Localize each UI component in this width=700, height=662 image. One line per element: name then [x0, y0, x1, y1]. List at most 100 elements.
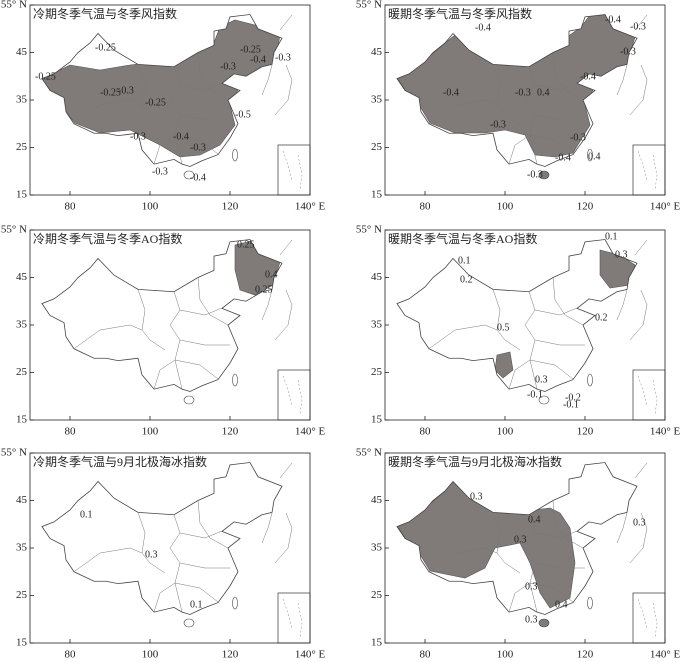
taiwan	[232, 373, 238, 387]
province-border	[73, 99, 143, 124]
contour-label: -0.4	[580, 71, 596, 82]
contour-label: -0.3	[220, 61, 236, 72]
province-border	[197, 500, 229, 549]
inset-coast	[282, 150, 303, 191]
contour-label: -0.4	[605, 14, 621, 25]
south-sea-inset	[277, 144, 311, 196]
lon-tick-label: 80	[420, 649, 432, 661]
contour-label: -0.3	[130, 131, 146, 142]
south-sea-inset	[632, 144, 666, 196]
contour-label: 0.5	[497, 322, 510, 333]
panel-title: 冷期冬季气温与9月北极海冰指数	[33, 454, 207, 469]
shaded-region	[494, 249, 636, 379]
province-border	[534, 307, 578, 316]
map-panel: 暖期冬季气温与9月北极海冰指数0.30.30.40.30.30.40.355° …	[356, 447, 681, 661]
panel-title: 冷期冬季气温与冬季风指数	[33, 6, 177, 21]
province-border	[534, 114, 585, 121]
province-border	[524, 66, 538, 165]
significant-area	[42, 19, 281, 158]
china-border	[396, 14, 638, 167]
significant-area	[397, 14, 636, 158]
province-border	[508, 359, 574, 390]
lon-tick-label: 80	[65, 426, 77, 438]
contour-label: 0.3	[514, 534, 527, 545]
contour-label: -0.1	[527, 389, 543, 400]
lat-tick-label: 25	[371, 366, 383, 378]
contour-label: -0.3	[527, 169, 543, 180]
province-border	[137, 289, 166, 351]
contour-label: -0.5	[235, 109, 251, 120]
contour-label: -0.2	[565, 392, 581, 403]
hainan	[183, 618, 195, 628]
south-sea-inset	[277, 592, 311, 644]
lat-tick-label: 55° N	[1, 224, 27, 236]
lon-tick-label: 140° E	[295, 426, 326, 438]
lat-tick-label: 25	[16, 141, 28, 153]
contour-label: -0.25	[145, 97, 166, 108]
contour-label: -0.3	[490, 119, 506, 130]
lat-tick-label: 55° N	[356, 447, 382, 459]
province-border	[552, 500, 584, 549]
province-border	[179, 339, 230, 346]
province-border	[169, 514, 183, 613]
contour-label: -0.25	[240, 44, 261, 55]
contour-label: 0.1	[190, 599, 203, 610]
lat-tick-label: 55° N	[356, 224, 382, 236]
panel-title: 冷期冬季气温与冬季AO指数	[33, 231, 182, 246]
lat-tick-label: 45	[371, 494, 383, 506]
lon-tick-label: 80	[65, 201, 77, 213]
province-border	[534, 339, 585, 346]
contour-label: -0.1	[563, 399, 579, 410]
taiwan	[587, 596, 593, 610]
inset-coast	[282, 375, 303, 416]
shaded-region	[397, 14, 636, 158]
province-border	[169, 291, 183, 390]
neighbor-coast	[616, 239, 648, 341]
province-border	[492, 289, 521, 351]
province-border	[534, 530, 578, 539]
china-border	[41, 239, 283, 392]
province-border	[428, 547, 498, 572]
panel-title: 暖期冬季气温与冬季风指数	[388, 6, 532, 21]
lat-tick-label: 35	[371, 542, 383, 554]
lat-tick-label: 45	[16, 46, 28, 58]
china-border	[41, 462, 283, 615]
neighbor-coast	[616, 462, 648, 564]
lat-tick-label: 15	[371, 189, 383, 201]
province-border	[169, 66, 183, 165]
lat-tick-label: 15	[16, 189, 28, 201]
lon-tick-label: 140° E	[295, 201, 326, 213]
significant-area	[397, 480, 576, 609]
province-border	[524, 291, 538, 390]
lat-tick-label: 35	[16, 94, 28, 106]
hainan	[183, 395, 195, 405]
contour-label: 0.3	[535, 374, 548, 385]
shaded-region	[42, 19, 281, 158]
lon-tick-label: 140° E	[650, 649, 681, 661]
lon-tick-label: 120	[577, 201, 594, 213]
taiwan	[232, 148, 238, 162]
province-border	[552, 52, 584, 101]
lat-tick-label: 55° N	[1, 447, 27, 459]
map-panel: 暖期冬季气温与冬季AO指数 0.10.30.10.20.20.50.3-0.1 -0…	[356, 224, 681, 438]
contour-label: 0.3	[525, 581, 538, 592]
province-border	[153, 582, 219, 613]
province-border	[73, 324, 143, 349]
south-sea-inset	[632, 592, 666, 644]
contour-label: -0.4	[190, 172, 206, 183]
contour-label: 0.1	[605, 231, 618, 242]
contour-label: 0.3	[470, 491, 483, 502]
lat-tick-label: 15	[16, 637, 28, 649]
contour-label: -0.4	[555, 152, 571, 163]
lat-tick-label: 35	[16, 319, 28, 331]
neighbor-coast	[261, 462, 293, 564]
china-border	[396, 239, 638, 392]
lat-tick-label: 55° N	[1, 0, 27, 11]
lat-tick-label: 25	[371, 141, 383, 153]
contour-label: 0.4	[265, 269, 278, 280]
contour-label: -0.25	[95, 42, 116, 53]
lon-tick-label: 120	[577, 649, 594, 661]
inset-coast	[282, 598, 303, 639]
contour-label: 0.3	[615, 249, 628, 260]
inset-coast	[637, 598, 658, 639]
